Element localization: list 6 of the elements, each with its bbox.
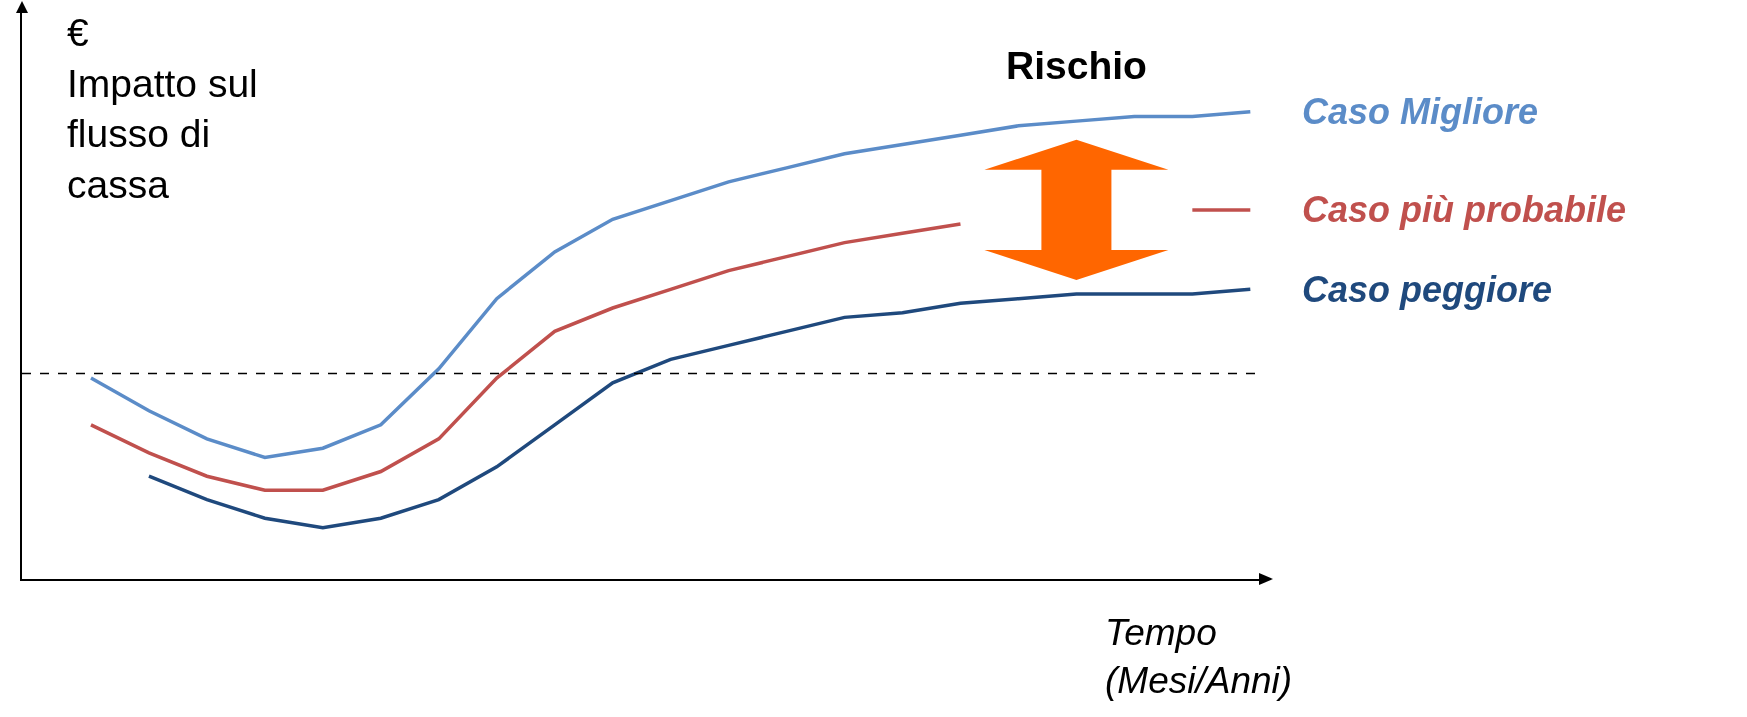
series-label: Caso Migliore bbox=[1302, 91, 1539, 132]
y-axis-title: € Impatto sul flusso di cassa bbox=[67, 11, 258, 207]
series-label: Caso più probabile bbox=[1302, 189, 1627, 230]
text: Rischio bbox=[1006, 44, 1147, 87]
x-axis-title: Tempo (Mesi/Anni) bbox=[1105, 612, 1293, 702]
series-label: Caso peggiore bbox=[1302, 269, 1553, 310]
